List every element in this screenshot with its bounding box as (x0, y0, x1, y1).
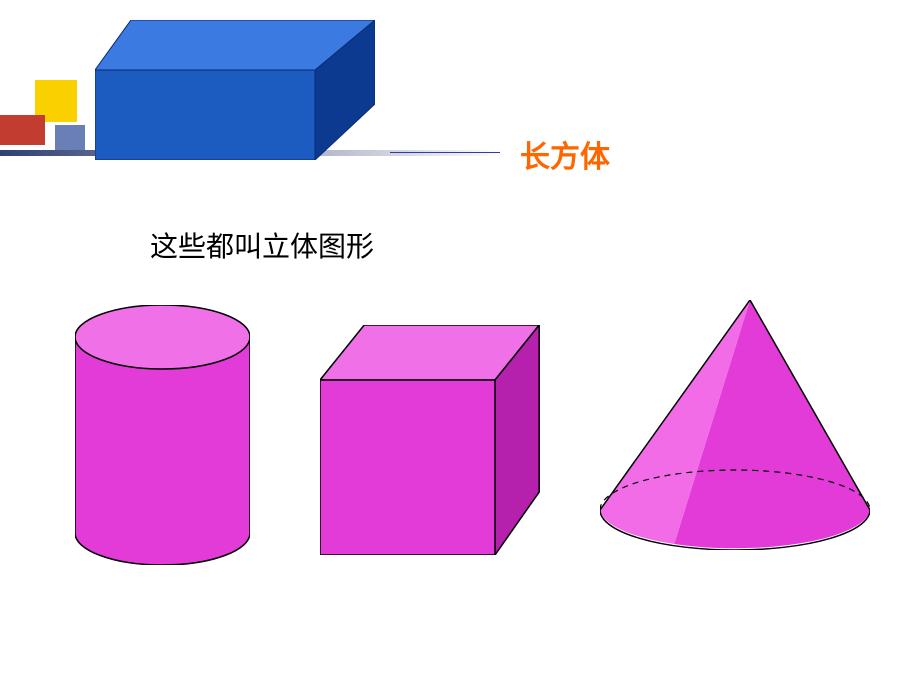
cylinder-shape (75, 305, 250, 570)
caption-text: 这些都叫立体图形 (150, 225, 374, 265)
cuboid-indicator-line (390, 152, 500, 153)
cuboid-shape (95, 20, 375, 165)
cuboid-label: 长方体 (520, 132, 610, 176)
cone-shape (600, 300, 870, 555)
cube-shape (320, 325, 550, 560)
